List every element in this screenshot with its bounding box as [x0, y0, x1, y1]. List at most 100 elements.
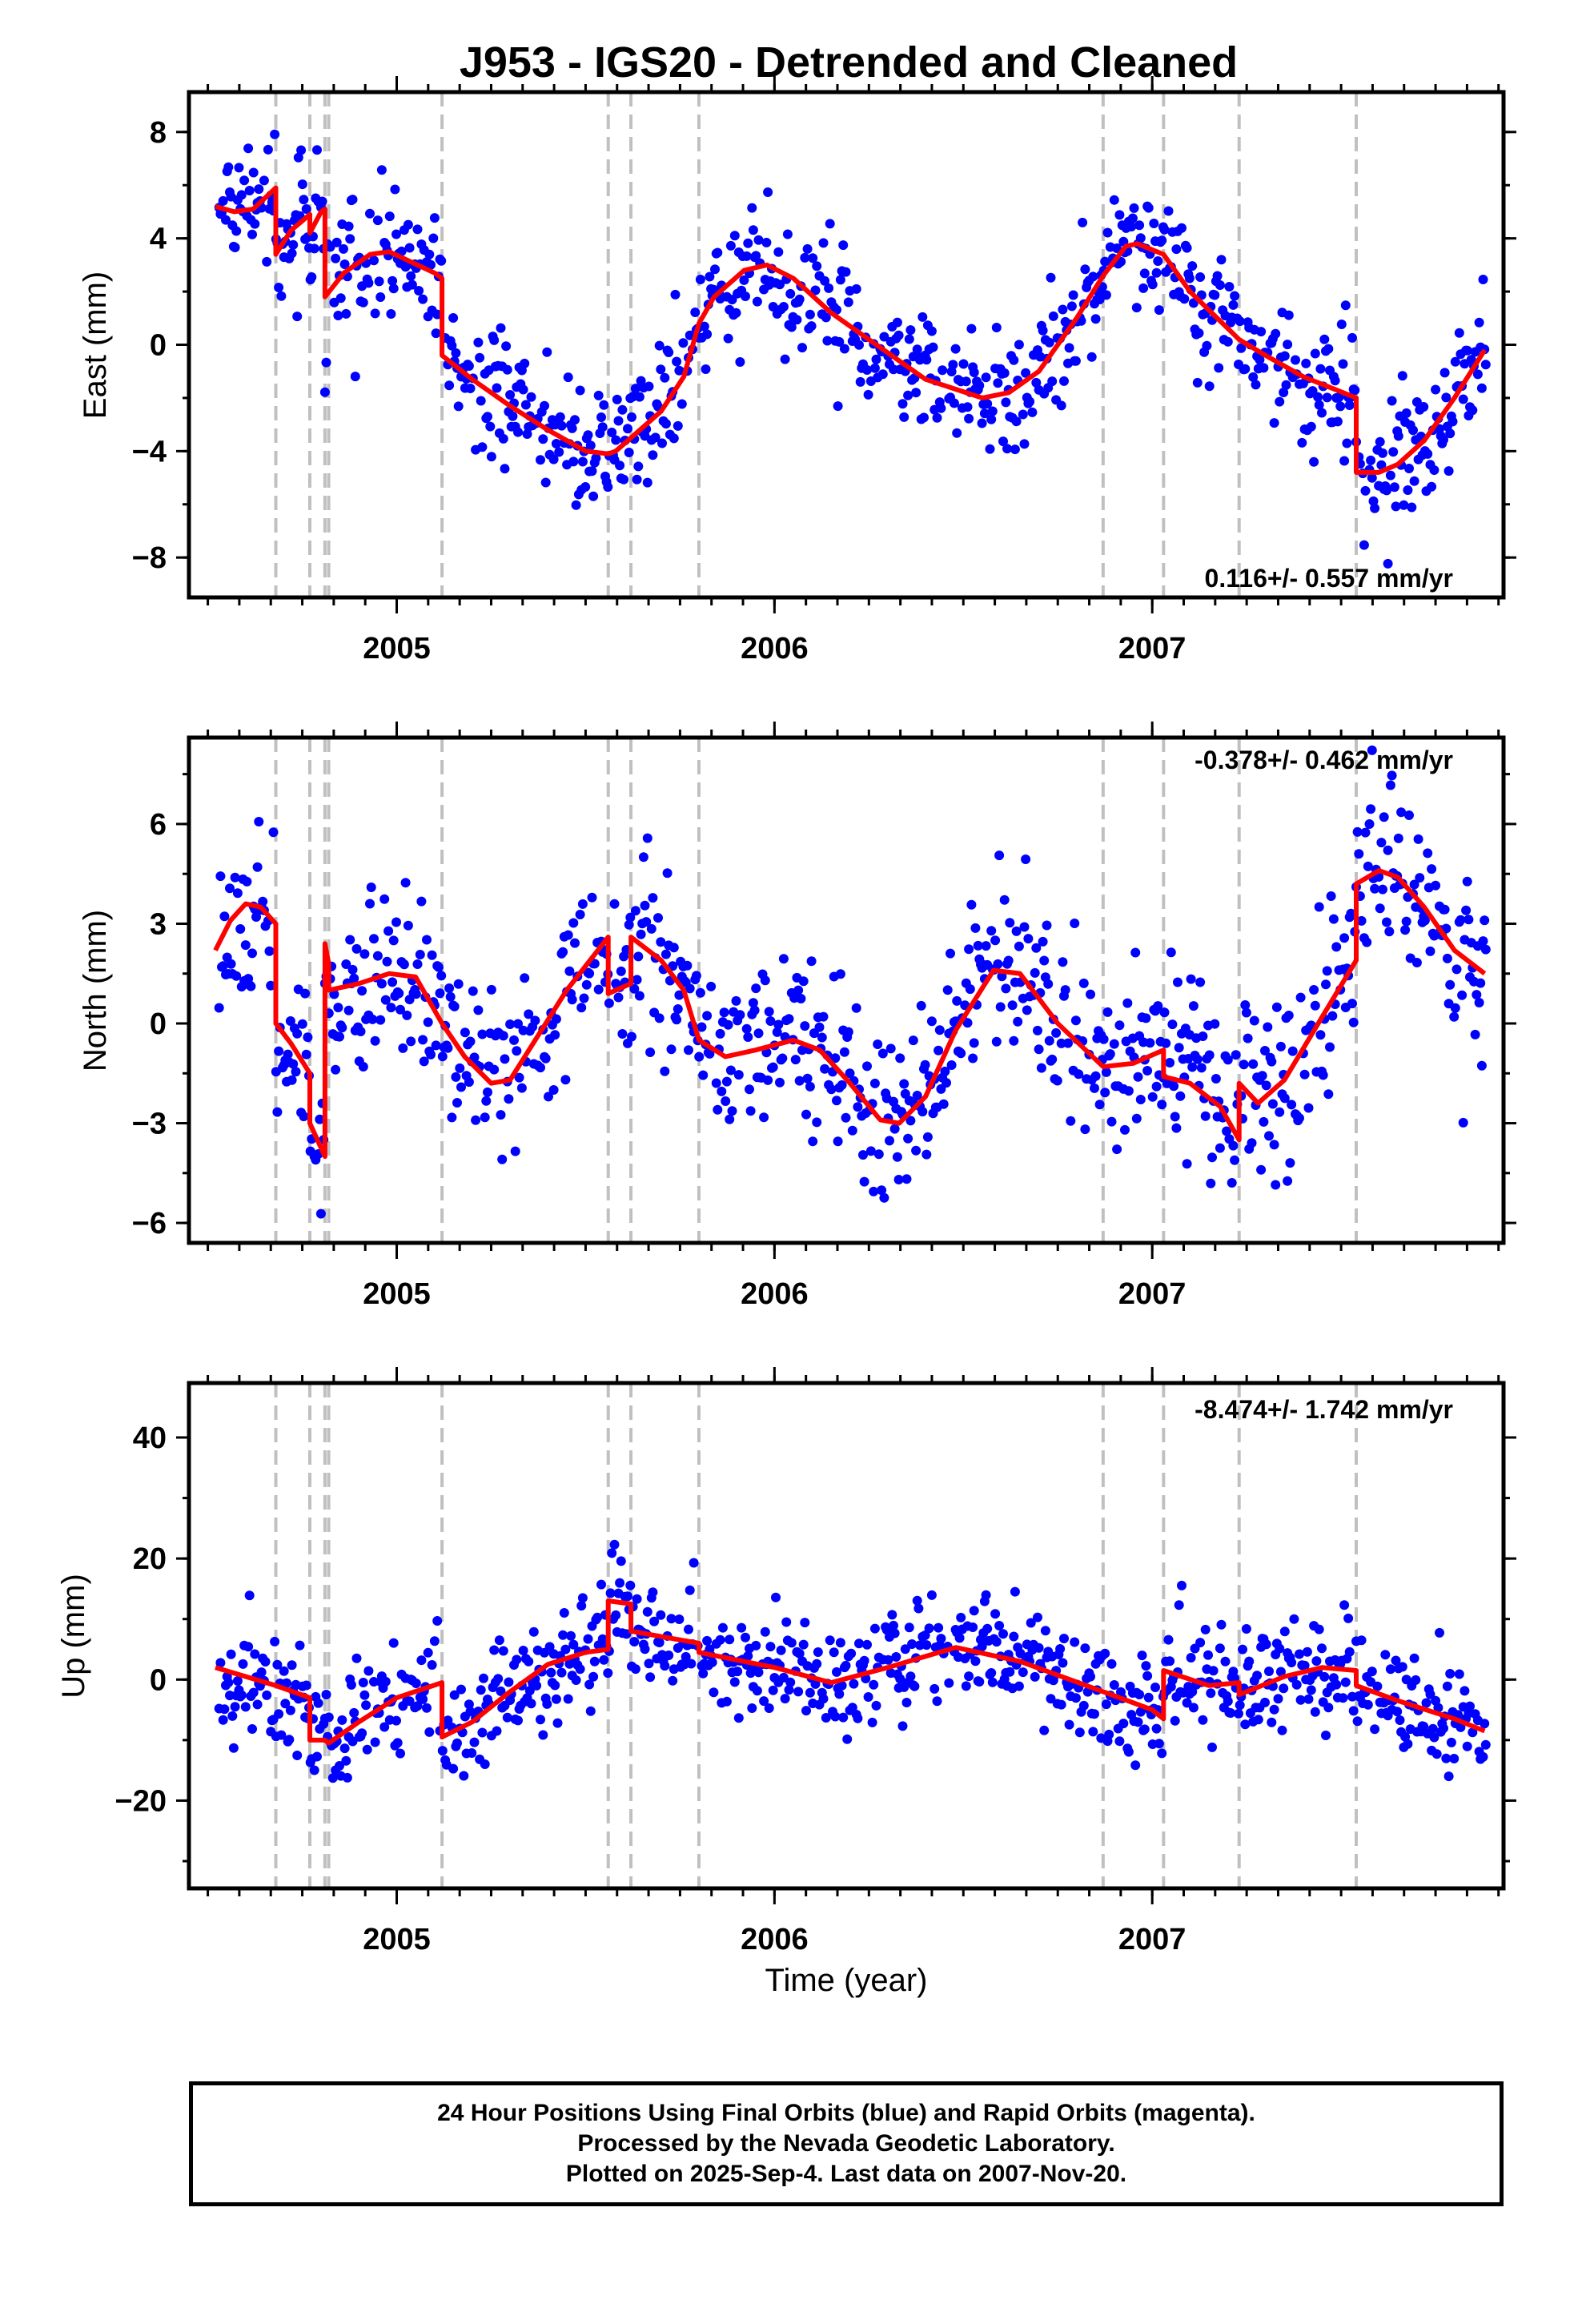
- data-point: [969, 1606, 979, 1616]
- data-point: [1389, 482, 1399, 493]
- data-point: [568, 1639, 579, 1650]
- data-point: [1044, 1035, 1054, 1046]
- data-point: [427, 1660, 437, 1670]
- data-point: [247, 948, 257, 959]
- data-point: [987, 406, 998, 416]
- data-point: [691, 971, 701, 981]
- data-point: [853, 1713, 863, 1723]
- data-point: [938, 1099, 949, 1109]
- data-point: [1279, 1093, 1290, 1104]
- data-point: [489, 1064, 500, 1075]
- data-point: [251, 912, 261, 922]
- data-point: [513, 1715, 523, 1726]
- data-point: [407, 279, 417, 290]
- data-point: [1326, 891, 1336, 901]
- data-point: [1227, 1178, 1237, 1188]
- data-point: [414, 286, 424, 296]
- data-point: [367, 1014, 378, 1024]
- data-point: [998, 436, 1008, 447]
- data-point: [448, 1763, 459, 1774]
- data-point: [1047, 376, 1058, 387]
- data-point: [583, 430, 593, 440]
- data-point: [1039, 955, 1050, 966]
- data-point: [280, 1699, 291, 1709]
- data-point: [225, 883, 235, 894]
- data-point: [1114, 1736, 1125, 1747]
- data-point: [725, 1634, 735, 1645]
- data-point: [1391, 1655, 1401, 1666]
- data-point: [559, 1608, 569, 1618]
- data-point: [583, 1634, 593, 1644]
- data-point: [252, 1699, 263, 1710]
- data-point: [240, 1702, 251, 1712]
- data-point: [645, 1672, 656, 1683]
- data-point: [747, 1703, 757, 1713]
- data-point: [436, 255, 447, 266]
- data-point: [370, 308, 380, 319]
- data-point: [1411, 1675, 1421, 1685]
- data-point: [1070, 1015, 1081, 1026]
- data-point: [447, 340, 457, 351]
- data-point: [592, 1612, 603, 1622]
- data-point: [247, 1724, 257, 1734]
- data-point: [731, 308, 741, 318]
- data-point: [1223, 1696, 1233, 1707]
- data-point: [301, 204, 311, 214]
- data-point: [1186, 1653, 1196, 1663]
- data-point: [496, 1110, 506, 1120]
- data-point: [863, 1692, 873, 1702]
- data-point: [743, 1651, 753, 1661]
- data-point: [567, 423, 577, 433]
- data-point: [1135, 233, 1146, 243]
- data-point: [431, 328, 441, 339]
- data-point: [900, 1644, 910, 1655]
- data-point: [613, 416, 624, 426]
- data-point: [677, 399, 687, 409]
- data-point: [587, 466, 597, 476]
- data-point: [1275, 396, 1285, 407]
- data-point: [530, 1015, 540, 1026]
- data-point: [632, 1594, 642, 1604]
- data-point: [388, 935, 399, 946]
- data-point: [1391, 501, 1401, 512]
- data-point: [1275, 1643, 1285, 1654]
- data-point: [858, 1150, 868, 1160]
- data-point: [841, 1660, 851, 1671]
- data-point: [640, 1644, 650, 1655]
- data-point: [1335, 401, 1346, 412]
- data-point: [599, 1655, 609, 1665]
- data-point: [214, 1003, 224, 1013]
- data-point: [575, 910, 585, 919]
- data-point: [416, 896, 427, 907]
- data-point: [231, 226, 242, 236]
- data-point: [636, 929, 646, 939]
- data-point: [666, 1044, 677, 1055]
- data-point: [630, 906, 640, 916]
- data-point: [501, 341, 512, 352]
- data-point: [871, 1700, 881, 1711]
- data-point: [449, 1690, 460, 1700]
- data-point: [1192, 1054, 1203, 1064]
- data-point: [1310, 1707, 1320, 1717]
- data-point: [299, 1112, 309, 1122]
- data-point: [1058, 304, 1068, 315]
- data-point: [363, 1666, 374, 1676]
- data-point: [805, 1687, 815, 1698]
- data-point: [412, 959, 423, 969]
- data-point: [226, 1649, 236, 1659]
- data-point: [312, 1751, 322, 1762]
- data-point: [1384, 927, 1395, 937]
- data-point: [1030, 967, 1040, 978]
- data-point: [977, 1642, 987, 1652]
- data-point: [486, 452, 496, 462]
- data-point: [1297, 437, 1307, 448]
- data-point: [358, 1678, 368, 1687]
- data-point: [231, 971, 242, 981]
- data-point: [443, 1043, 453, 1053]
- data-point: [596, 1579, 606, 1590]
- data-point: [1206, 1688, 1216, 1699]
- data-point: [729, 1677, 740, 1687]
- data-point: [1321, 979, 1331, 990]
- data-point: [964, 1671, 974, 1682]
- data-point: [431, 1040, 441, 1051]
